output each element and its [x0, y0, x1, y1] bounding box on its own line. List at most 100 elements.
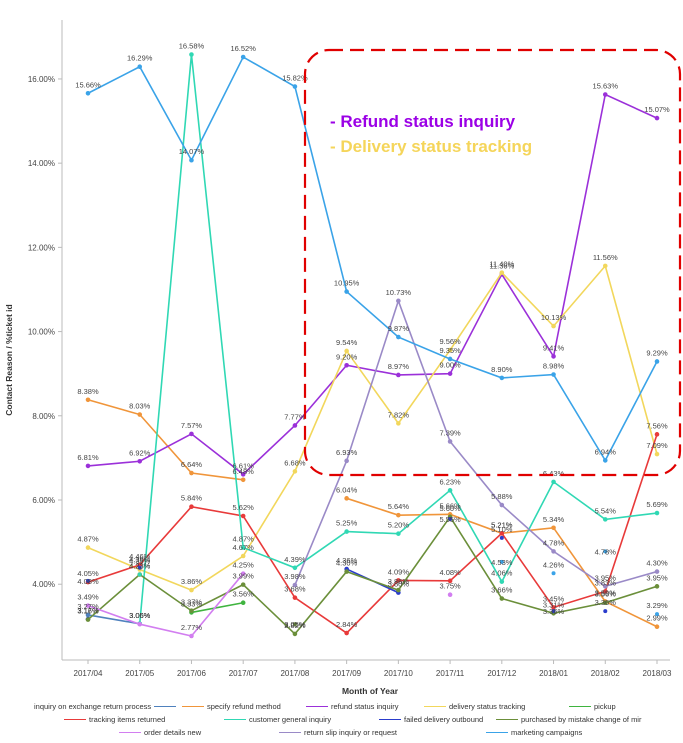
data-label: 3.95% [646, 573, 668, 582]
data-label: 3.68% [284, 585, 306, 594]
data-label: 4.26% [543, 560, 565, 569]
data-label: 15.82% [282, 74, 308, 83]
data-label: 3.56% [233, 590, 255, 599]
data-point [499, 535, 504, 540]
legend-item: tracking items returned [64, 713, 165, 725]
annotation-delivery-status: - Delivery status tracking [330, 137, 532, 156]
data-label: 6.93% [336, 448, 358, 457]
data-point [499, 375, 505, 381]
data-label: 3.83% [595, 578, 617, 587]
data-label: 7.09% [646, 441, 668, 450]
legend-label: customer general inquiry [249, 714, 332, 724]
data-label: 9.35% [439, 346, 461, 355]
legend-item: order details new [119, 726, 201, 738]
data-point [137, 621, 143, 627]
data-point [85, 463, 91, 469]
data-label: 5.55% [439, 515, 461, 524]
legend-label: return slip inquiry or request [304, 727, 397, 737]
data-point [137, 412, 143, 417]
x-tick-label: 2018/03 [643, 669, 672, 678]
data-label: 11.40% [489, 260, 514, 269]
data-point [447, 439, 453, 444]
line-chart: 4.00% 6.00% 8.00% 10.00% 12.00% 14.00% 16.00% 2… [4, 20, 682, 696]
data-label: 4.67% [233, 543, 255, 552]
data-point [85, 617, 91, 622]
legend-label: pickup [594, 701, 616, 711]
legend-item: pickup [569, 700, 616, 712]
legend-label: inquiry on exchange return process [34, 701, 152, 711]
series-line [87, 264, 658, 592]
data-point [189, 431, 194, 437]
data-point [137, 458, 143, 464]
y-tick-label: 16.00% [28, 75, 55, 84]
data-label: 3.66% [491, 586, 513, 595]
data-label: 16.52% [230, 44, 256, 53]
data-point [654, 510, 660, 516]
data-label: 5.62% [233, 503, 255, 512]
data-label: 16.29% [127, 54, 153, 63]
data-point [240, 553, 246, 559]
data-point [654, 584, 660, 589]
data-point [396, 298, 401, 304]
series-line [87, 434, 658, 635]
data-label: 16.58% [179, 42, 205, 51]
data-point [86, 578, 90, 583]
data-point [447, 488, 453, 493]
data-point [344, 458, 349, 464]
data-label: 9.00% [439, 361, 461, 370]
data-label: 5.60% [439, 504, 461, 513]
data-label: 3.36% [595, 598, 617, 607]
data-point [396, 334, 401, 340]
data-label: 4.30% [646, 559, 668, 568]
data-label: 5.66% [439, 501, 461, 510]
data-label: 11.56% [593, 253, 618, 262]
data-label: 4.87% [77, 535, 99, 544]
data-point [551, 549, 556, 554]
data-point [499, 270, 505, 275]
data-point [85, 612, 91, 618]
legend-item: purchased by mistake change of mir [496, 713, 641, 725]
data-point [654, 359, 660, 364]
x-tick-label: 2017/11 [436, 669, 465, 678]
data-label: 5.88% [491, 492, 513, 501]
data-label: 8.97% [388, 362, 410, 371]
y-tick-label: 10.00% [28, 328, 55, 337]
data-label: 2.77% [181, 623, 203, 632]
legend-swatch [424, 705, 446, 707]
series-line [87, 399, 244, 481]
y-tick-label: 4.00% [32, 580, 55, 589]
data-label: 2.84% [336, 620, 358, 629]
legend-swatch [496, 718, 518, 720]
data-label: 4.30% [336, 559, 358, 568]
data-label: 7.56% [646, 421, 668, 430]
data-label: 4.53% [491, 558, 513, 567]
data-point [602, 517, 608, 522]
x-tick-label: 2017/10 [384, 669, 413, 678]
data-point [551, 354, 556, 359]
data-point [602, 92, 608, 97]
legend-swatch [154, 705, 177, 707]
series-line [191, 601, 244, 614]
data-label: 3.45% [543, 594, 565, 603]
data-point [189, 52, 194, 57]
data-label: 15.66% [75, 80, 101, 89]
legend-swatch [279, 731, 301, 733]
data-label: 3.16% [77, 607, 99, 616]
data-point [292, 84, 298, 89]
data-point [292, 595, 298, 600]
data-label: 10.73% [386, 288, 412, 297]
data-label: 4.06% [491, 569, 513, 578]
data-point [654, 451, 660, 457]
data-point [240, 54, 246, 60]
legend-label: failed delivery outbound [404, 714, 484, 724]
data-point [447, 578, 453, 584]
data-label: 3.80% [388, 580, 410, 589]
data-point [448, 516, 453, 521]
data-label: 5.25% [336, 519, 358, 528]
data-label: 2.99% [646, 614, 668, 623]
data-point [240, 571, 246, 576]
legend-label: purchased by mistake change of mir [521, 714, 642, 724]
data-label: 6.04% [336, 485, 358, 494]
data-point [189, 608, 194, 614]
data-label: 4.35% [129, 556, 151, 565]
